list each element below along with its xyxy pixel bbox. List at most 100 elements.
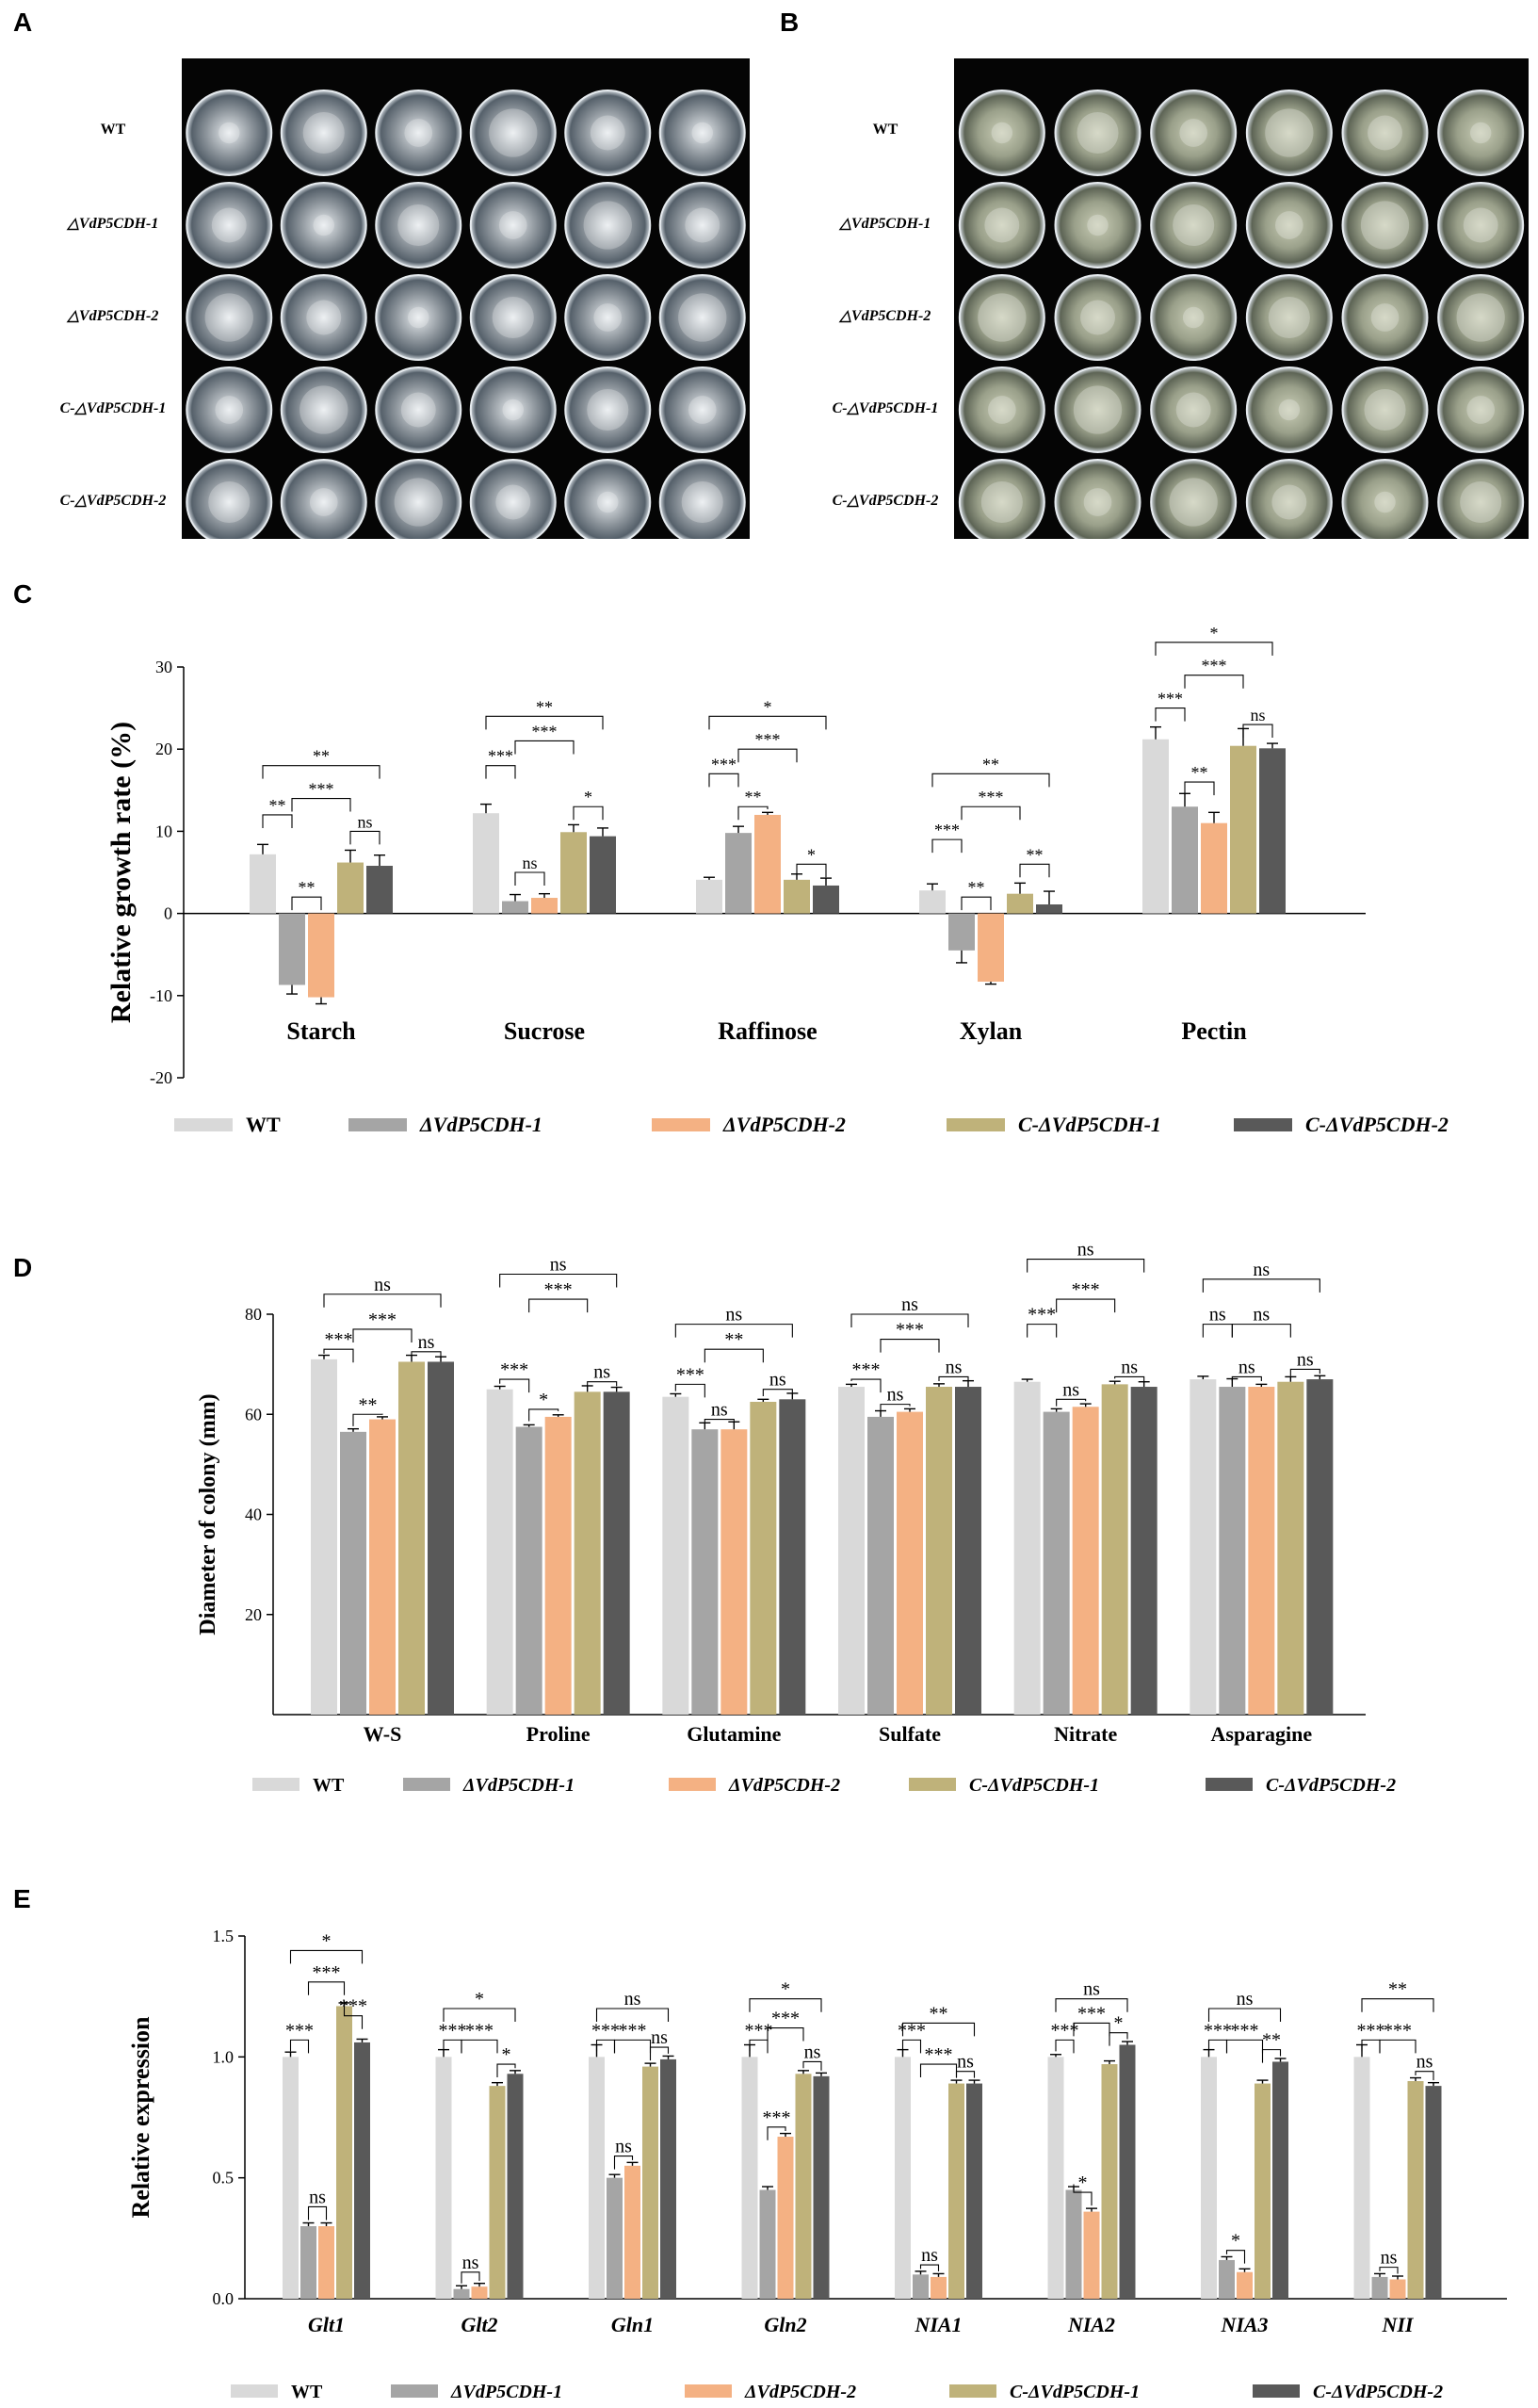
bar [308, 913, 334, 998]
significance-label: *** [1077, 2003, 1106, 2024]
category-label: Sucrose [504, 1017, 585, 1045]
significance-label: *** [711, 755, 737, 773]
bar [590, 836, 616, 914]
significance-bracket: ** [1184, 763, 1215, 796]
legend-swatch [1206, 1778, 1253, 1791]
colony [681, 480, 723, 524]
colony [300, 385, 348, 434]
colony [980, 480, 1023, 524]
significance-label: ns [1250, 706, 1265, 724]
significance-bracket: *** [1073, 2003, 1110, 2037]
photo-row-label: △VdP5CDH-2 [67, 308, 159, 324]
significance-label: ** [536, 697, 553, 716]
legend-swatch [174, 1118, 233, 1131]
bar [428, 1361, 454, 1715]
bar [1130, 1387, 1158, 1715]
legend-swatch [403, 1778, 450, 1791]
legend-swatch [252, 1778, 300, 1791]
significance-label: ns [1238, 1357, 1255, 1377]
legend-label: ΔVdP5CDH-2 [722, 1113, 846, 1136]
bar [1259, 748, 1286, 914]
plate [1245, 182, 1333, 268]
bar [1371, 2276, 1388, 2299]
bar [919, 890, 946, 914]
y-tick-label: 0.5 [213, 2169, 235, 2188]
category-label: Pectin [1181, 1017, 1247, 1045]
colony [397, 203, 440, 247]
bar [1353, 2057, 1370, 2299]
bar [453, 2288, 470, 2299]
bar [607, 2177, 623, 2299]
significance-bracket: * [496, 2044, 516, 2078]
significance-label: ns [1062, 1379, 1079, 1400]
significance-bracket: *** [1357, 2020, 1385, 2054]
significance-label: *** [896, 1320, 924, 1341]
photo-row-label: WT [872, 122, 899, 138]
bar [1272, 2061, 1288, 2299]
legend-label: ΔVdP5CDH-2 [744, 2382, 856, 2402]
colony [404, 119, 433, 147]
significance-bracket: *** [1184, 657, 1244, 689]
bar [696, 879, 722, 914]
significance-bracket: ns [1056, 1379, 1087, 1407]
colony [498, 211, 527, 239]
legend-label: C-ΔVdP5CDH-2 [1266, 1775, 1396, 1796]
y-tick-label: 1.5 [213, 1927, 235, 1945]
significance-bracket: * [528, 1390, 559, 1422]
bar [574, 1391, 601, 1715]
significance-bracket: ns [955, 2052, 976, 2078]
bar [435, 2057, 452, 2299]
significance-bracket: ns [1231, 1305, 1291, 1338]
bar [1013, 1381, 1041, 1715]
significance-label: ns [946, 1357, 963, 1377]
significance-bracket: * [796, 845, 827, 878]
significance-label: * [1114, 2013, 1124, 2034]
photo-row-label: WT [100, 122, 126, 138]
legend-label: C-ΔVdP5CDH-1 [969, 1775, 1099, 1796]
bar [741, 2057, 758, 2299]
colony [597, 491, 619, 513]
bar [1230, 745, 1256, 914]
photo-column-label: Glutamine [1155, 24, 1233, 43]
plate [958, 89, 1045, 176]
bar [720, 1429, 748, 1715]
plate [280, 274, 367, 361]
significance-bracket: *** [613, 2020, 652, 2054]
plate [375, 366, 462, 453]
bar [660, 2058, 676, 2299]
axes: 0.0 0.5 1.0 1.5 [213, 1927, 1507, 2308]
significance-label: ns [593, 1362, 610, 1383]
significance-bracket: ns [649, 2027, 670, 2061]
plate [564, 366, 652, 453]
significance-label: *** [488, 747, 513, 766]
significance-bracket: ns [307, 2187, 328, 2221]
significance-bracket: *** [1027, 1305, 1058, 1338]
colony [1360, 201, 1410, 250]
bar [1219, 2259, 1235, 2299]
legend-label: ΔVdP5CDH-2 [728, 1775, 840, 1796]
significance-label: *** [1051, 2020, 1079, 2041]
significance-bracket: ns [850, 1294, 969, 1327]
significance-label: ns [1297, 1349, 1314, 1370]
significance-label: *** [439, 2020, 467, 2041]
significance-bracket: ns [323, 1275, 442, 1308]
significance-label: *** [852, 1359, 881, 1380]
plate [469, 274, 557, 361]
legend-swatch [1234, 1118, 1292, 1131]
colony [688, 396, 717, 424]
significance-bracket: *** [1225, 2020, 1264, 2054]
plate [469, 366, 557, 453]
significance-label: ns [725, 1305, 742, 1326]
significance-label: ns [550, 1255, 567, 1276]
category-label: NIA3 [1220, 2313, 1268, 2336]
colony [394, 478, 443, 527]
significance-bracket: ** [1261, 2030, 1282, 2063]
significance-label: *** [1204, 2020, 1232, 2041]
legend-swatch [909, 1778, 956, 1791]
bar [300, 2226, 316, 2299]
colony [1080, 300, 1115, 335]
significance-bracket: ns [349, 812, 380, 845]
bar [486, 1389, 513, 1715]
significance-bracket: *** [514, 722, 575, 755]
plate [186, 366, 273, 453]
